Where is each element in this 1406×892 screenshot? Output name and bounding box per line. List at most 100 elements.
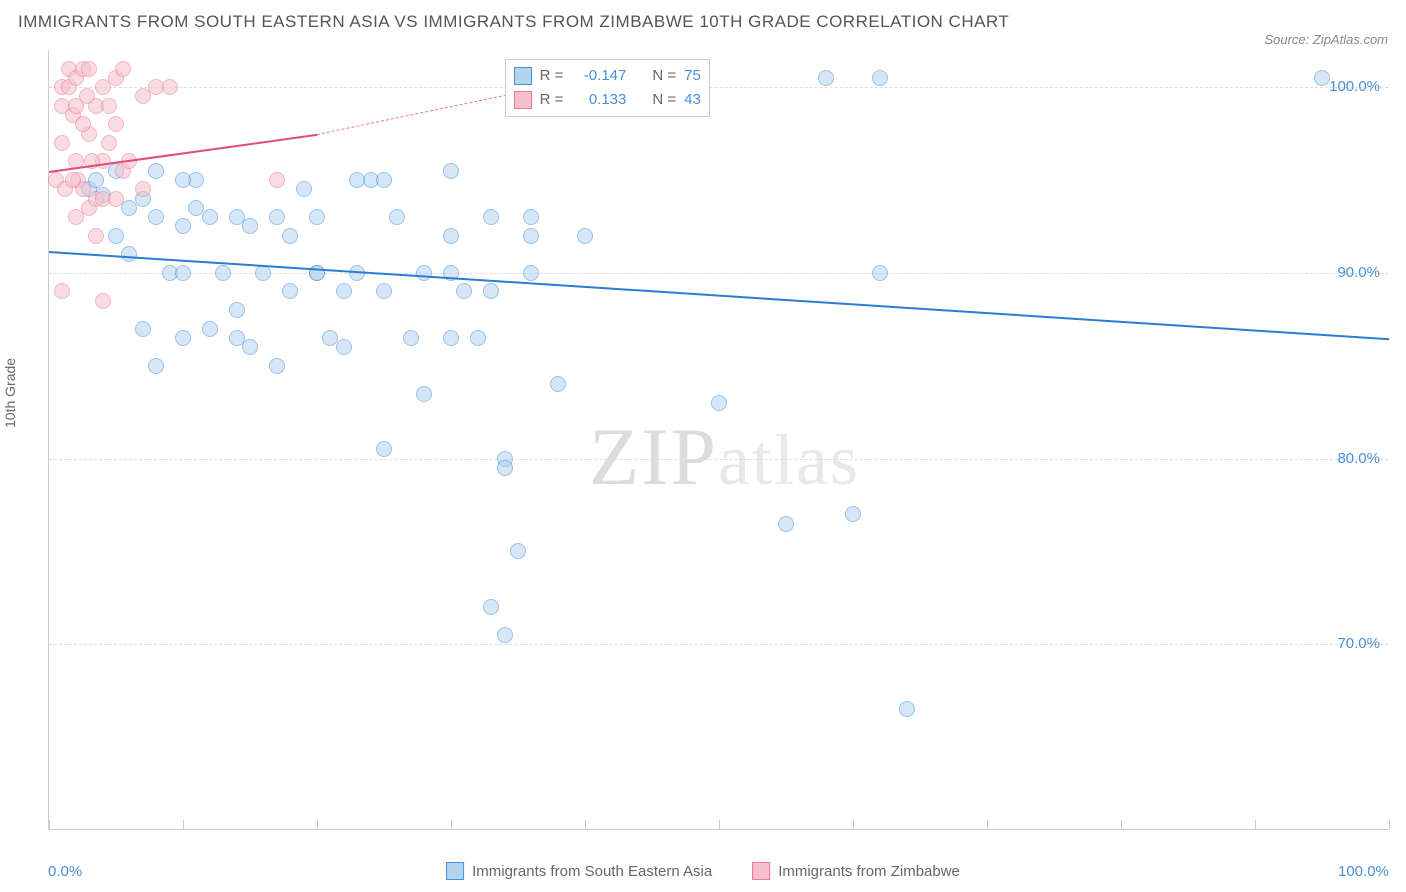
scatter-point	[108, 116, 124, 132]
y-tick-label: 90.0%	[1337, 264, 1380, 281]
gridline-h	[49, 87, 1388, 88]
scatter-point	[121, 246, 137, 262]
x-tick-mark	[1255, 820, 1256, 830]
watermark: ZIPatlas	[589, 410, 860, 504]
legend-bottom: Immigrants from South Eastern Asia Immigr…	[446, 862, 960, 880]
scatter-point	[778, 516, 794, 532]
scatter-point	[336, 339, 352, 355]
scatter-point	[845, 506, 861, 522]
trend-line	[49, 251, 1389, 340]
scatter-point	[269, 209, 285, 225]
scatter-point	[101, 98, 117, 114]
scatter-point	[101, 135, 117, 151]
r-label: R =	[540, 64, 564, 88]
scatter-point	[296, 181, 312, 197]
scatter-point	[443, 163, 459, 179]
n-label: N =	[652, 64, 676, 88]
scatter-point	[1314, 70, 1330, 86]
legend-swatch	[514, 67, 532, 85]
scatter-point	[54, 283, 70, 299]
r-label: R =	[540, 88, 564, 112]
scatter-point	[872, 70, 888, 86]
x-tick-mark	[451, 820, 452, 830]
scatter-point	[336, 283, 352, 299]
scatter-point	[148, 209, 164, 225]
scatter-point	[175, 218, 191, 234]
scatter-point	[54, 135, 70, 151]
scatter-point	[148, 358, 164, 374]
scatter-point	[65, 172, 81, 188]
n-value: 75	[684, 64, 701, 88]
scatter-point	[88, 228, 104, 244]
scatter-point	[443, 228, 459, 244]
scatter-point	[135, 181, 151, 197]
r-value: 0.133	[571, 88, 626, 112]
scatter-point	[403, 330, 419, 346]
scatter-point	[416, 265, 432, 281]
legend-label: Immigrants from South Eastern Asia	[472, 863, 712, 880]
scatter-point	[148, 163, 164, 179]
x-tick-mark	[183, 820, 184, 830]
scatter-point	[175, 265, 191, 281]
scatter-point	[175, 330, 191, 346]
scatter-point	[497, 460, 513, 476]
x-tick-mark	[585, 820, 586, 830]
scatter-point	[202, 321, 218, 337]
gridline-h	[49, 273, 1388, 274]
legend-stats-row: R = -0.147 N = 75	[514, 64, 701, 88]
x-tick-mark	[49, 820, 50, 830]
r-value: -0.147	[571, 64, 626, 88]
legend-swatch	[446, 862, 464, 880]
legend-item: Immigrants from South Eastern Asia	[446, 862, 712, 880]
scatter-point	[162, 79, 178, 95]
scatter-point	[899, 701, 915, 717]
scatter-point	[135, 321, 151, 337]
scatter-point	[95, 293, 111, 309]
scatter-point	[282, 228, 298, 244]
source-attribution: Source: ZipAtlas.com	[1264, 32, 1388, 47]
scatter-point	[483, 599, 499, 615]
scatter-point	[577, 228, 593, 244]
chart-title: IMMIGRANTS FROM SOUTH EASTERN ASIA VS IM…	[18, 12, 1009, 32]
scatter-point	[282, 283, 298, 299]
scatter-point	[376, 441, 392, 457]
y-tick-label: 70.0%	[1337, 635, 1380, 652]
legend-item: Immigrants from Zimbabwe	[752, 862, 960, 880]
x-tick-label: 100.0%	[1338, 863, 1389, 880]
scatter-point	[349, 172, 365, 188]
gridline-h	[49, 644, 1388, 645]
x-tick-mark	[1121, 820, 1122, 830]
scatter-point	[75, 116, 91, 132]
legend-stats-box: R = -0.147 N = 75 R = 0.133 N = 43	[505, 59, 710, 117]
scatter-point	[483, 283, 499, 299]
scatter-point	[389, 209, 405, 225]
scatter-point	[376, 283, 392, 299]
scatter-point	[470, 330, 486, 346]
legend-label: Immigrants from Zimbabwe	[778, 863, 960, 880]
scatter-point	[81, 61, 97, 77]
scatter-point	[523, 265, 539, 281]
scatter-point	[269, 358, 285, 374]
x-tick-mark	[719, 820, 720, 830]
scatter-point	[443, 330, 459, 346]
x-tick-mark	[1389, 820, 1390, 830]
n-label: N =	[652, 88, 676, 112]
y-axis-label: 10th Grade	[2, 358, 18, 428]
scatter-point	[79, 88, 95, 104]
gridline-h	[49, 459, 1388, 460]
scatter-point	[483, 209, 499, 225]
scatter-point	[202, 209, 218, 225]
x-tick-label: 0.0%	[48, 863, 82, 880]
scatter-point	[309, 209, 325, 225]
scatter-point	[456, 283, 472, 299]
scatter-point	[711, 395, 727, 411]
scatter-point	[215, 265, 231, 281]
scatter-point	[550, 376, 566, 392]
scatter-point	[872, 265, 888, 281]
scatter-point	[242, 339, 258, 355]
scatter-point	[108, 191, 124, 207]
scatter-point	[269, 172, 285, 188]
scatter-point	[510, 543, 526, 559]
n-value: 43	[684, 88, 701, 112]
scatter-point	[416, 386, 432, 402]
